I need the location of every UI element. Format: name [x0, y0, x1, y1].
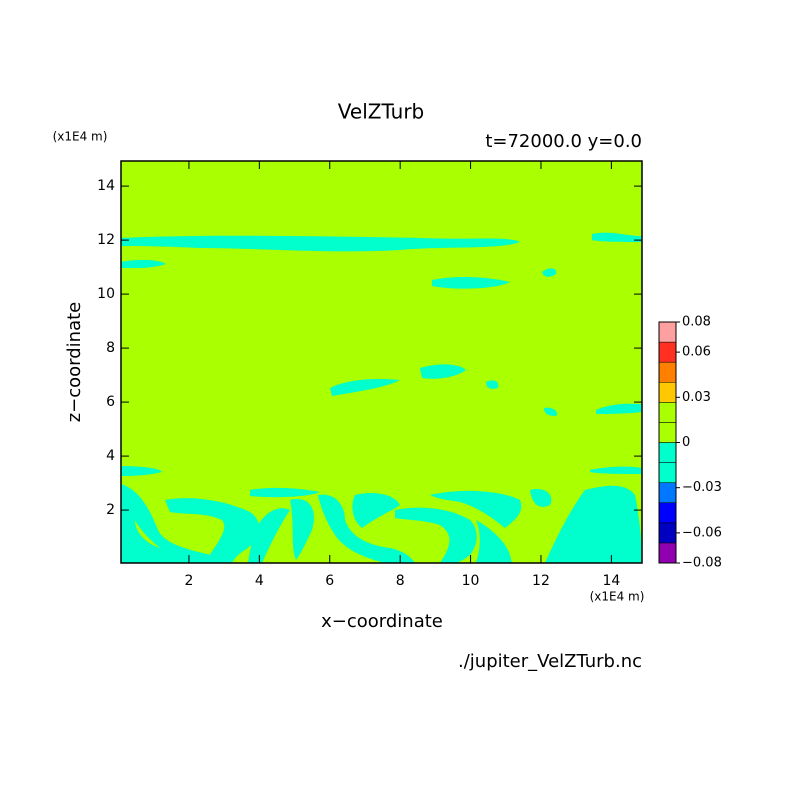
- source-label: ./jupiter_VelZTurb.nc: [458, 651, 642, 672]
- chart-subtitle: t=72000.0 y=0.0: [485, 131, 642, 152]
- x-tick-label: 14: [602, 573, 620, 589]
- y-tick-label: 10: [97, 286, 115, 302]
- y-tick-label: 4: [106, 448, 115, 464]
- colorbar-tick-label: −0.03: [682, 480, 722, 495]
- colorbar-box: [658, 542, 677, 564]
- contour-region: [476, 520, 512, 563]
- y-tick-label: 2: [106, 502, 115, 518]
- contour-region: [590, 466, 642, 474]
- contour-region: [486, 380, 499, 389]
- contour-region: [592, 232, 642, 242]
- contour-region: [121, 235, 520, 252]
- y-tick-label: 8: [106, 340, 115, 356]
- contour-region: [121, 484, 215, 563]
- contour-region: [530, 489, 552, 507]
- x-tick-label: 12: [532, 573, 550, 589]
- colorbar-tick-label: −0.06: [682, 525, 722, 540]
- colorbar-tick-label: −0.08: [682, 556, 722, 571]
- colorbar-tick-label: 0.08: [682, 315, 711, 330]
- colorbar-box: [658, 341, 677, 363]
- contour-region: [250, 487, 320, 498]
- contour-region: [395, 507, 477, 563]
- colorbar-box: [658, 482, 677, 503]
- contour-regions: [121, 232, 642, 563]
- contour-region: [121, 259, 166, 269]
- y-unit: (x1E4 m): [53, 130, 108, 144]
- contour-region: [352, 493, 400, 528]
- contour-region: [432, 276, 510, 289]
- y-axis-label: z−coordinate: [64, 302, 85, 423]
- colorbar-box: [658, 502, 677, 524]
- contour-region: [542, 268, 557, 277]
- contour-region: [420, 364, 466, 379]
- colorbar-box: [658, 462, 677, 483]
- colorbar-box: [658, 382, 677, 403]
- colorbar-tick-label: 0: [682, 435, 690, 450]
- colorbar-tick-label: 0.06: [682, 345, 711, 360]
- contour-region: [121, 466, 162, 476]
- colorbar-box: [658, 522, 677, 544]
- colorbar-box: [658, 442, 677, 463]
- contour-region: [248, 508, 290, 563]
- colorbar-box: [658, 361, 677, 383]
- x-tick-label: 10: [462, 573, 480, 589]
- contour-region: [430, 490, 522, 528]
- colorbar-tick-label: 0.03: [682, 390, 711, 405]
- x-unit: (x1E4 m): [590, 590, 645, 604]
- y-tick-label: 14: [97, 178, 115, 194]
- chart-title: VelZTurb: [338, 100, 424, 124]
- contour-region: [596, 403, 642, 414]
- x-tick-label: 4: [255, 573, 264, 589]
- x-tick-label: 8: [396, 573, 405, 589]
- contour-region: [545, 485, 642, 563]
- y-tick-label: 12: [97, 232, 115, 248]
- contour-region: [290, 499, 314, 560]
- x-tick-label: 6: [325, 573, 334, 589]
- x-tick-label: 2: [184, 573, 193, 589]
- colorbar-box: [658, 402, 677, 423]
- colorbar-box: [658, 422, 677, 443]
- contour-region: [318, 494, 415, 563]
- y-tick-label: 6: [106, 394, 115, 410]
- colorbar-box: [658, 321, 677, 343]
- plot-frame: [120, 160, 643, 564]
- contour-region: [330, 378, 400, 396]
- contour-region: [165, 498, 260, 563]
- contour-region: [544, 407, 558, 416]
- x-axis-label: x−coordinate: [321, 611, 443, 632]
